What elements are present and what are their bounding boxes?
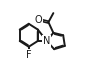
Text: F: F bbox=[26, 50, 32, 60]
Text: N: N bbox=[43, 36, 50, 46]
Text: O: O bbox=[35, 15, 42, 25]
